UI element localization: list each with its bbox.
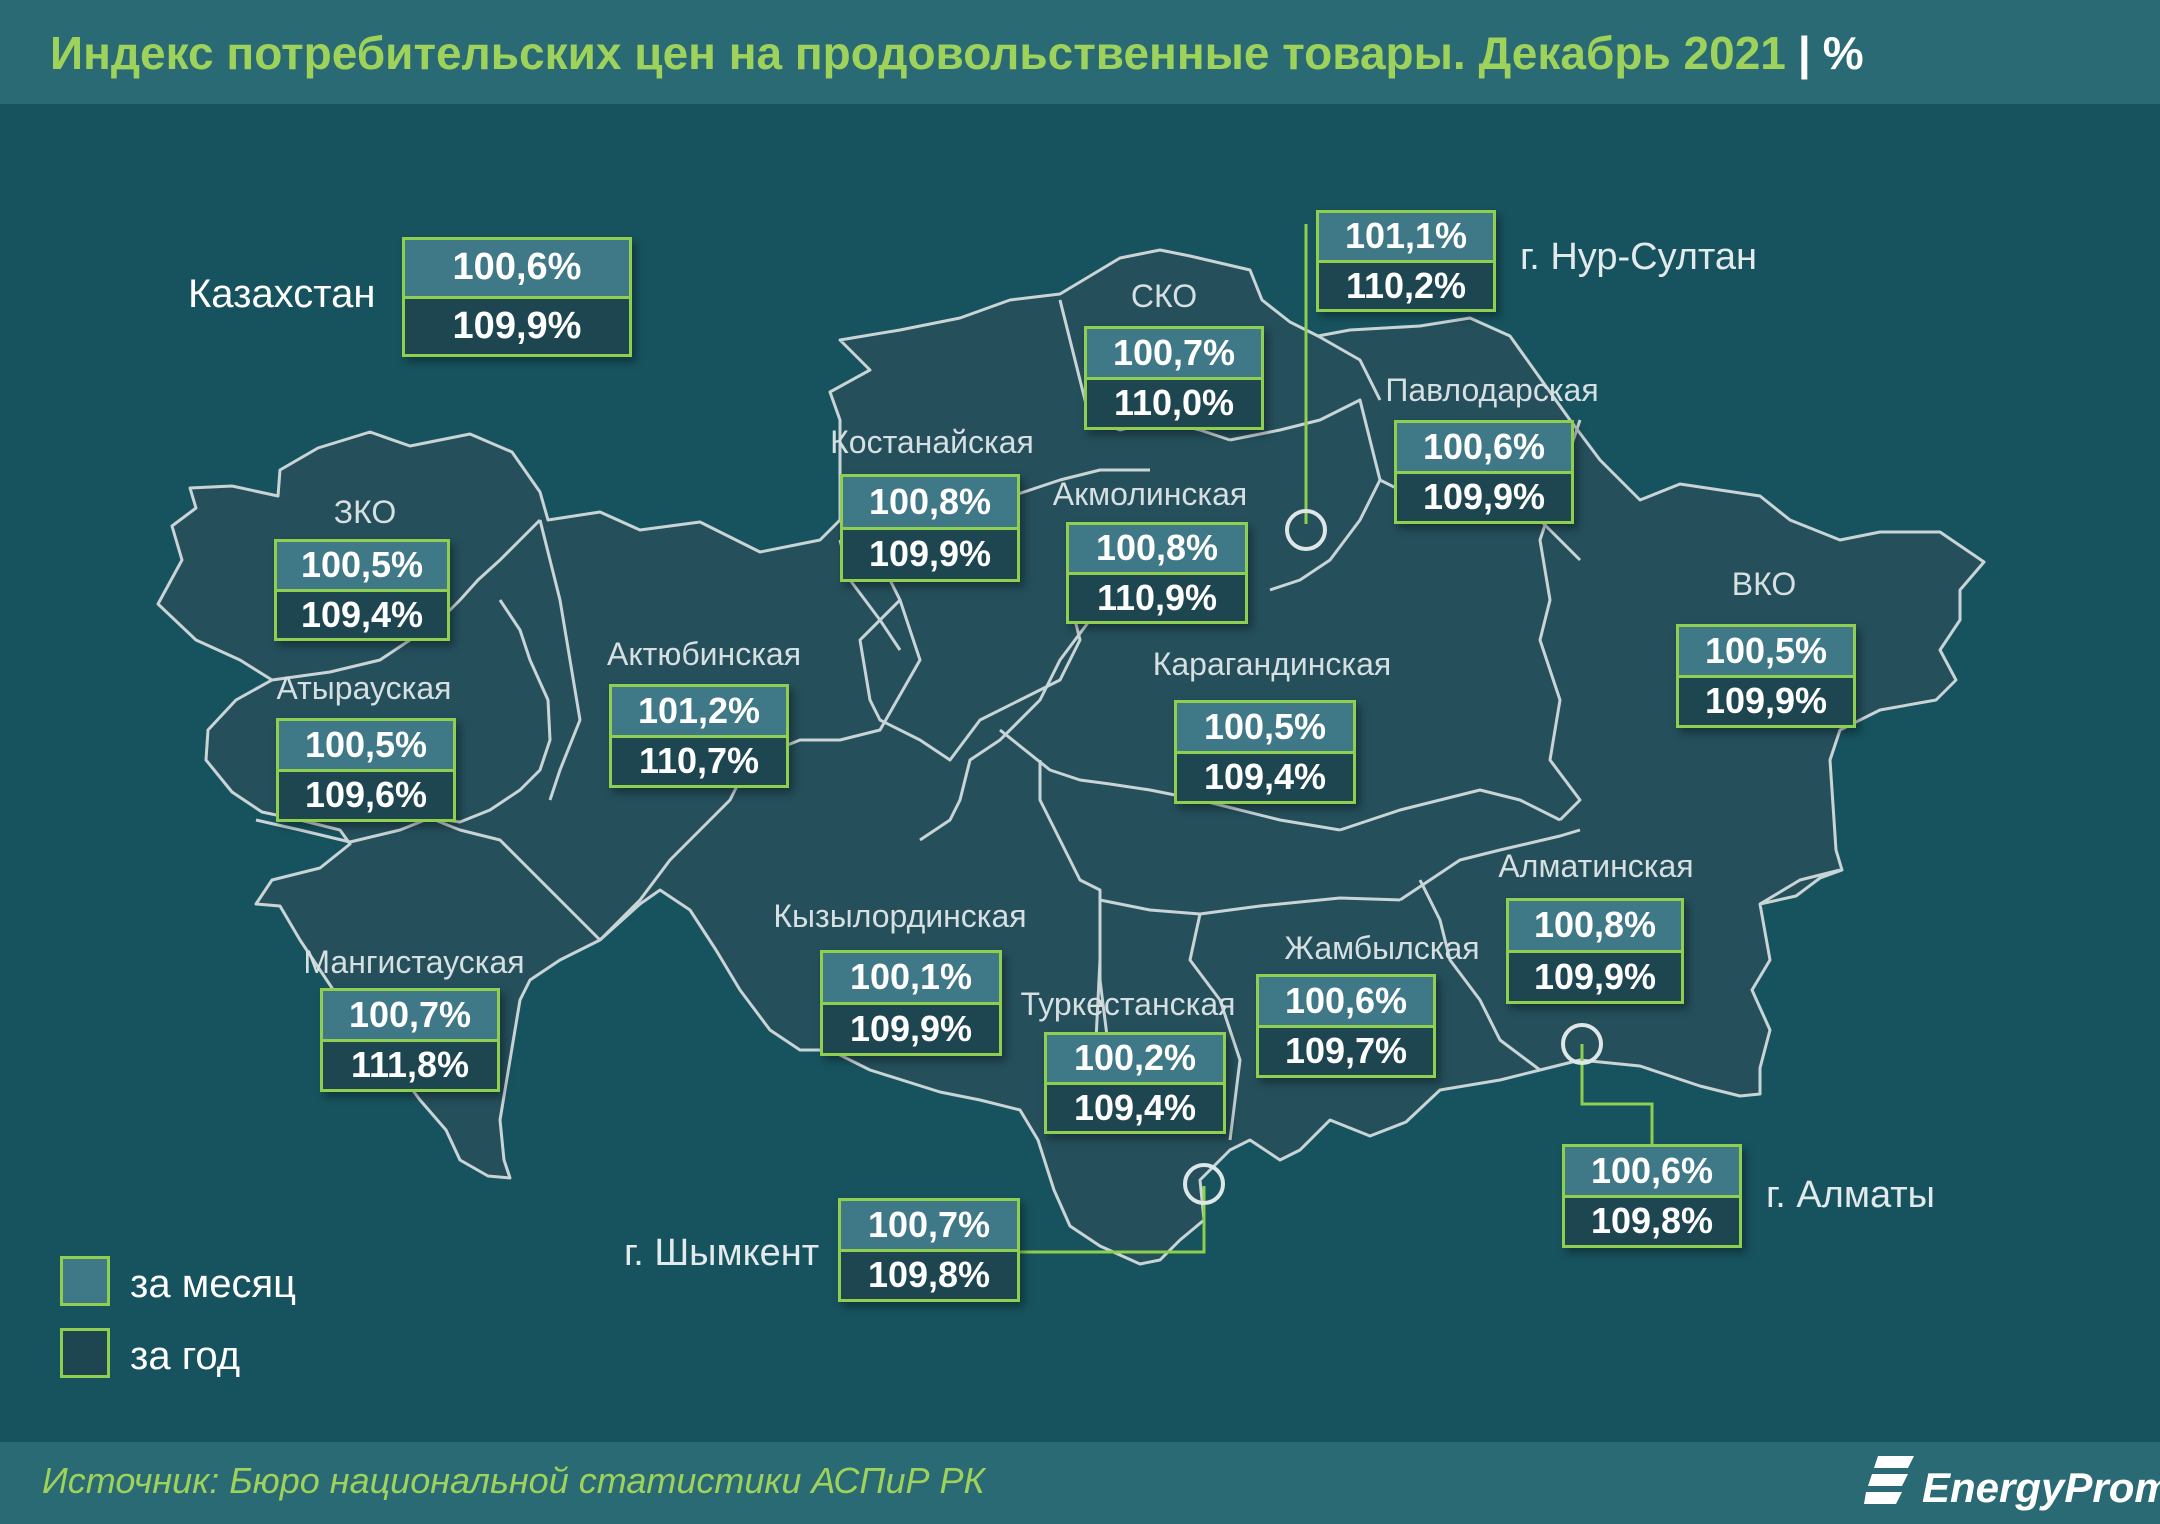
region-label-sko: СКО (1130, 278, 1198, 314)
source-note: Источник: Бюро национальной статистики А… (42, 1460, 985, 1501)
shymkent-month-value: 100,7% (841, 1201, 1017, 1252)
karaganda-month-value: 100,5% (1177, 703, 1353, 754)
region-label-karaganda: Карагандинская (1152, 646, 1392, 682)
region-label-zhambyl: Жамбылская (1284, 930, 1480, 966)
kazakhstan-year-value: 109,9% (405, 298, 629, 354)
footer-bar (0, 1442, 2160, 1524)
region-box-zhambyl: 100,6% 109,7% (1256, 974, 1436, 1078)
title-unit: % (1822, 27, 1864, 79)
title-separator: | (1797, 27, 1811, 79)
city-box-almaty: 100,6% 109,8% (1562, 1144, 1742, 1248)
region-box-akmola: 100,8% 110,9% (1066, 522, 1248, 624)
sko-year-value: 110,0% (1087, 379, 1261, 427)
region-label-atyrau: Атырауская (276, 670, 452, 706)
sko-month-value: 100,7% (1087, 329, 1261, 380)
city-label-almaty: г. Алматы (1766, 1174, 1935, 1216)
region-box-sko: 100,7% 110,0% (1084, 326, 1264, 430)
region-box-kyzylorda: 100,1% 109,9% (820, 950, 1002, 1056)
zhambyl-month-value: 100,6% (1259, 977, 1433, 1028)
shymkent-year-value: 109,8% (841, 1251, 1017, 1299)
atyrau-month-value: 100,5% (279, 721, 453, 772)
atyrau-year-value: 109,6% (279, 771, 453, 819)
mangystau-month-value: 100,7% (323, 991, 497, 1042)
city-label-nur-sultan: г. Нур-Султан (1520, 236, 1758, 278)
pavlodar-month-value: 100,6% (1397, 423, 1571, 474)
region-box-atyrau: 100,5% 109,6% (276, 718, 456, 822)
mangystau-year-value: 111,8% (323, 1041, 497, 1089)
kostanay-month-value: 100,8% (843, 477, 1017, 530)
region-box-almaty: 100,8% 109,9% (1506, 898, 1684, 1004)
turkestan-year-value: 109,4% (1047, 1084, 1223, 1131)
region-box-turkestan: 100,2% 109,4% (1044, 1032, 1226, 1134)
legend-year-label: за год (130, 1334, 241, 1378)
header-bar (0, 0, 2160, 104)
almaty-marker-icon (1561, 1023, 1603, 1065)
region-box-zko: 100,5% 109,4% (274, 539, 450, 641)
region-box-pavlodar: 100,6% 109,9% (1394, 420, 1574, 524)
zko-year-value: 109,4% (277, 591, 447, 638)
energyprom-logo-text: EnergyProm (1922, 1464, 2160, 1511)
region-label-pavlodar: Павлодарская (1385, 372, 1599, 408)
legend-month-label: за месяц (130, 1262, 297, 1306)
nur-sultan-month-value: 101,1% (1319, 213, 1493, 263)
legend-year-swatch (60, 1328, 110, 1378)
almaty-reg-year-value: 109,9% (1509, 952, 1681, 1001)
legend-month-swatch (60, 1256, 110, 1306)
region-box-aktobe: 101,2% 110,7% (609, 684, 789, 788)
shymkent-marker-icon (1183, 1163, 1225, 1205)
vko-month-value: 100,5% (1679, 627, 1853, 678)
nur-sultan-marker-icon (1285, 509, 1327, 551)
title-text: Индекс потребительских цен на продовольс… (50, 27, 1786, 79)
kyzylorda-year-value: 109,9% (823, 1004, 999, 1053)
region-label-akmola: Акмолинская (1052, 476, 1248, 512)
zhambyl-year-value: 109,7% (1259, 1027, 1433, 1075)
region-label-almaty: Алматинская (1498, 848, 1694, 884)
region-label-kostanay: Костанайская (830, 424, 1034, 460)
kostanay-year-value: 109,9% (843, 529, 1017, 579)
akmola-month-value: 100,8% (1069, 525, 1245, 575)
region-box-mangystau: 100,7% 111,8% (320, 988, 500, 1092)
shymkent-leader (1018, 1186, 1206, 1254)
akmola-year-value: 110,9% (1069, 574, 1245, 621)
turkestan-month-value: 100,2% (1047, 1035, 1223, 1085)
kyzylorda-month-value: 100,1% (823, 953, 999, 1005)
kazakhstan-label: Казахстан (188, 272, 376, 316)
zko-month-value: 100,5% (277, 542, 447, 592)
aktobe-month-value: 101,2% (612, 687, 786, 738)
nur-sultan-year-value: 110,2% (1319, 262, 1493, 309)
pavlodar-year-value: 109,9% (1397, 473, 1571, 521)
city-label-shymkent: г. Шымкент (624, 1232, 820, 1274)
almaty-year-value: 109,8% (1565, 1197, 1739, 1245)
city-box-shymkent: 100,7% 109,8% (838, 1198, 1020, 1302)
kazakhstan-index-box: 100,6% 109,9% (402, 237, 632, 357)
region-box-kostanay: 100,8% 109,9% (840, 474, 1020, 582)
kazakhstan-month-value: 100,6% (405, 240, 629, 299)
region-label-aktobe: Актюбинская (606, 636, 802, 672)
region-label-vko: ВКО (1731, 566, 1797, 602)
energyprom-logo-icon (1864, 1456, 1914, 1504)
karaganda-year-value: 109,4% (1177, 753, 1353, 801)
region-label-turkestan: Туркестанская (1020, 986, 1236, 1022)
region-box-karaganda: 100,5% 109,4% (1174, 700, 1356, 804)
region-label-kyzylorda: Кызылординская (773, 898, 1027, 934)
aktobe-year-value: 110,7% (612, 737, 786, 785)
almaty-reg-month-value: 100,8% (1509, 901, 1681, 953)
region-label-zko: ЗКО (333, 494, 397, 530)
vko-year-value: 109,9% (1679, 677, 1853, 725)
almaty-leader (1580, 1044, 1654, 1146)
almaty-month-value: 100,6% (1565, 1147, 1739, 1198)
city-box-nur-sultan: 101,1% 110,2% (1316, 210, 1496, 312)
region-label-mangystau: Мангистауская (303, 944, 525, 980)
page-title: Индекс потребительских цен на продовольс… (50, 26, 1864, 80)
region-box-vko: 100,5% 109,9% (1676, 624, 1856, 728)
